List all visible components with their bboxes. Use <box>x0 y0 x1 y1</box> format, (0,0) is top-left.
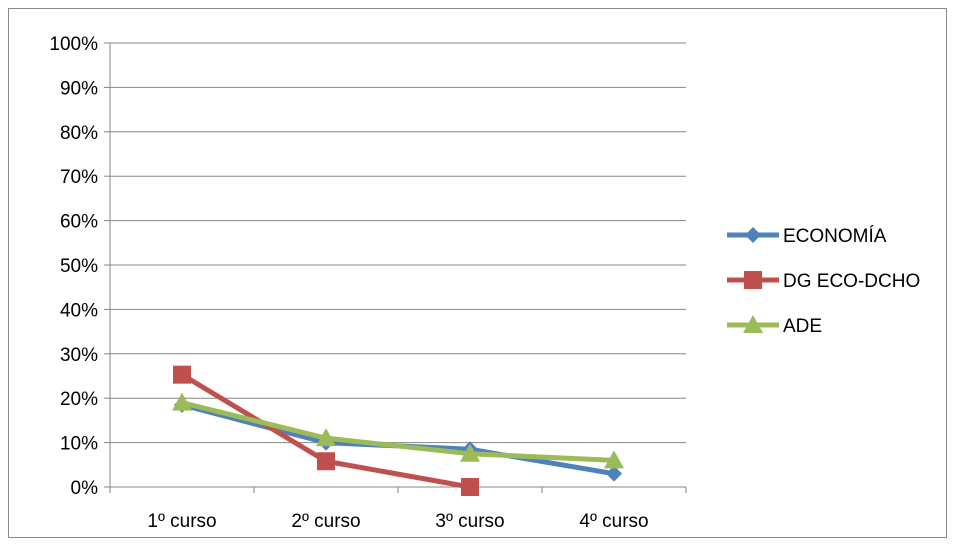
gridlines <box>110 42 686 444</box>
legend-marker <box>745 227 761 243</box>
x-tick-label: 1º curso <box>147 511 216 532</box>
y-tick-label: 50% <box>60 256 98 277</box>
x-tick-label: 4º curso <box>579 511 648 532</box>
x-tick-label: 2º curso <box>291 511 360 532</box>
axes <box>104 42 687 493</box>
legend-item: DG ECO-DCHO <box>727 271 920 292</box>
series-2 <box>172 392 624 469</box>
y-tick-label: 90% <box>60 78 98 99</box>
legend-label: DG ECO-DCHO <box>783 271 920 292</box>
series-1 <box>173 365 479 496</box>
x-tick-label: 3º curso <box>435 511 504 532</box>
legend-label: ECONOMÍA <box>783 226 887 247</box>
y-tick-labels: 0% 10% 20% 30% 40% 50% 60% 70% 80% 90% 100% <box>49 34 98 499</box>
series-line <box>181 400 615 463</box>
y-tick-label: 40% <box>60 300 98 321</box>
legend: ECONOMÍA DG ECO-DCHO ADE <box>727 226 920 337</box>
data-point <box>317 452 335 471</box>
y-tick-label: 80% <box>60 123 98 144</box>
y-tick-label: 60% <box>60 212 98 233</box>
data-point <box>604 450 624 469</box>
y-tick-label: 10% <box>60 434 98 455</box>
legend-item: ADE <box>727 315 822 337</box>
y-tick-label: 20% <box>60 389 98 410</box>
legend-item: ECONOMÍA <box>727 226 887 247</box>
legend-marker <box>744 271 762 289</box>
data-point <box>460 443 480 462</box>
data-point <box>172 392 192 411</box>
data-point <box>173 365 191 384</box>
legend-label: ADE <box>783 316 822 337</box>
legend-marker <box>743 315 763 333</box>
x-tick-labels: 1º curso 2º curso 3º curso 4º curso <box>147 511 648 532</box>
data-point <box>461 478 479 496</box>
y-tick-label: 100% <box>49 34 98 55</box>
y-tick-label: 30% <box>60 345 98 366</box>
y-tick-label: 0% <box>71 478 99 499</box>
y-tick-label: 70% <box>60 167 98 188</box>
series-lines <box>172 365 624 496</box>
data-point <box>316 428 336 447</box>
data-point <box>606 465 622 482</box>
